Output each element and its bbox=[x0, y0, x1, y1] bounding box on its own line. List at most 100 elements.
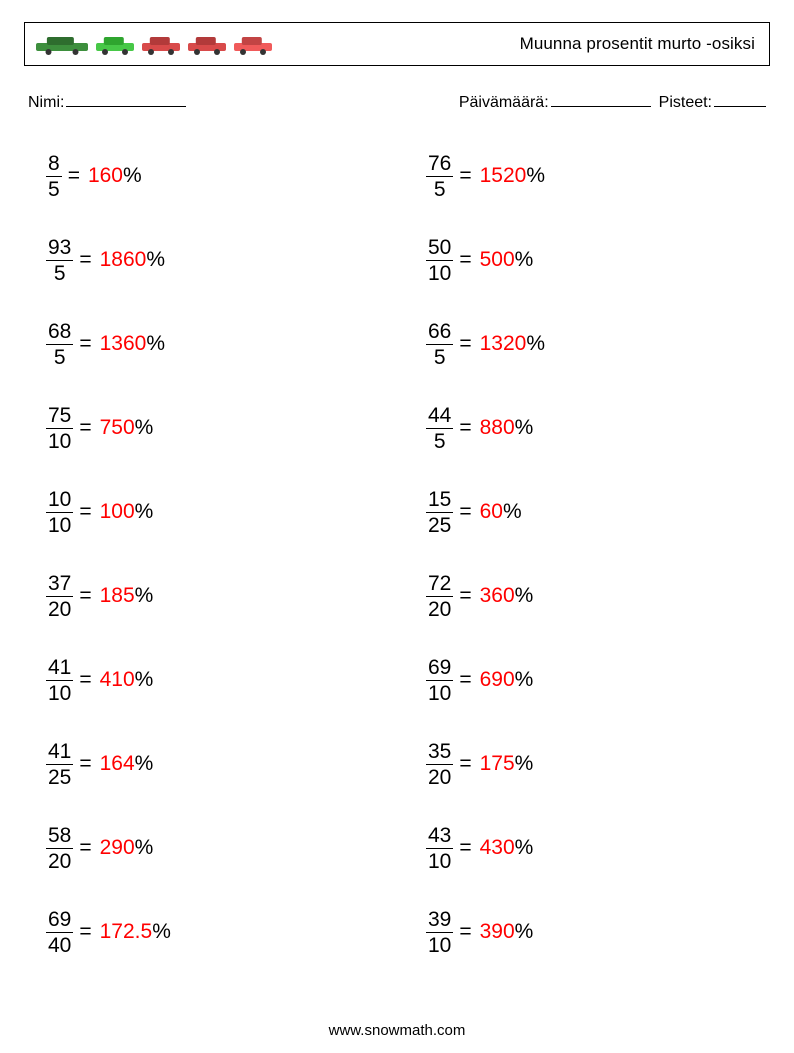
fraction: 445 bbox=[426, 405, 453, 452]
equals-sign: = bbox=[459, 332, 471, 356]
fraction-numerator: 66 bbox=[426, 321, 453, 342]
percent-sign: % bbox=[515, 752, 534, 776]
fraction-denominator: 10 bbox=[426, 935, 453, 956]
percent-sign: % bbox=[515, 668, 534, 692]
problem-row: 85=160% bbox=[46, 134, 366, 218]
date-field: Päivämäärä: bbox=[459, 92, 651, 112]
percent-sign: % bbox=[152, 920, 171, 944]
score-field: Pisteet: bbox=[659, 92, 766, 112]
fraction-numerator: 44 bbox=[426, 405, 453, 426]
fraction: 85 bbox=[46, 153, 62, 200]
fraction-denominator: 5 bbox=[52, 263, 68, 284]
problem-row: 6910=690% bbox=[426, 638, 746, 722]
percent-sign: % bbox=[526, 164, 545, 188]
percent-sign: % bbox=[526, 332, 545, 356]
problem-row: 445=880% bbox=[426, 386, 746, 470]
problem-row: 685=1360% bbox=[46, 302, 366, 386]
name-blank bbox=[66, 92, 186, 107]
problem-row: 3910=390% bbox=[426, 890, 746, 974]
problem-row: 4110=410% bbox=[46, 638, 366, 722]
fraction: 3520 bbox=[426, 741, 453, 788]
fraction-numerator: 72 bbox=[426, 573, 453, 594]
percent-sign: % bbox=[135, 416, 154, 440]
fraction-denominator: 10 bbox=[46, 431, 73, 452]
fraction-bar bbox=[426, 848, 453, 849]
percent-answer: 690 bbox=[480, 668, 515, 692]
fraction: 4125 bbox=[46, 741, 73, 788]
equals-sign: = bbox=[459, 416, 471, 440]
equals-sign: = bbox=[79, 500, 91, 524]
percent-answer: 500 bbox=[480, 248, 515, 272]
car-icon bbox=[141, 33, 181, 55]
fraction-bar bbox=[426, 680, 453, 681]
percent-answer: 750 bbox=[100, 416, 135, 440]
fraction: 4310 bbox=[426, 825, 453, 872]
fraction-denominator: 10 bbox=[46, 683, 73, 704]
column-left: 85=160%935=1860%685=1360%7510=750%1010=1… bbox=[46, 134, 366, 974]
car-icons-row bbox=[35, 33, 273, 55]
percent-answer: 430 bbox=[480, 836, 515, 860]
fraction-bar bbox=[426, 596, 453, 597]
score-blank bbox=[714, 92, 766, 107]
fraction-numerator: 39 bbox=[426, 909, 453, 930]
problem-row: 7510=750% bbox=[46, 386, 366, 470]
fraction-numerator: 69 bbox=[46, 909, 73, 930]
fraction: 7510 bbox=[46, 405, 73, 452]
fraction-denominator: 25 bbox=[426, 515, 453, 536]
percent-answer: 1360 bbox=[100, 332, 147, 356]
problem-row: 4125=164% bbox=[46, 722, 366, 806]
fraction-denominator: 5 bbox=[52, 347, 68, 368]
problem-row: 7220=360% bbox=[426, 554, 746, 638]
fraction-bar bbox=[46, 428, 73, 429]
fraction-denominator: 5 bbox=[432, 347, 448, 368]
fraction-bar bbox=[426, 344, 453, 345]
fraction-bar bbox=[46, 680, 73, 681]
fraction-numerator: 68 bbox=[46, 321, 73, 342]
percent-answer: 164 bbox=[100, 752, 135, 776]
equals-sign: = bbox=[459, 164, 471, 188]
percent-sign: % bbox=[515, 416, 534, 440]
equals-sign: = bbox=[459, 920, 471, 944]
percent-sign: % bbox=[515, 248, 534, 272]
equals-sign: = bbox=[459, 668, 471, 692]
problem-row: 1525=60% bbox=[426, 470, 746, 554]
date-label: Päivämäärä: bbox=[459, 94, 549, 111]
problem-row: 3720=185% bbox=[46, 554, 366, 638]
fraction: 765 bbox=[426, 153, 453, 200]
problem-row: 665=1320% bbox=[426, 302, 746, 386]
fraction-bar bbox=[46, 344, 73, 345]
equals-sign: = bbox=[459, 836, 471, 860]
fraction-denominator: 20 bbox=[426, 767, 453, 788]
fraction-bar bbox=[46, 932, 73, 933]
fraction-denominator: 10 bbox=[426, 263, 453, 284]
equals-sign: = bbox=[79, 836, 91, 860]
percent-answer: 100 bbox=[100, 500, 135, 524]
fraction-bar bbox=[426, 176, 453, 177]
column-right: 765=1520%5010=500%665=1320%445=880%1525=… bbox=[426, 134, 746, 974]
percent-answer: 1860 bbox=[100, 248, 147, 272]
fraction-denominator: 20 bbox=[46, 599, 73, 620]
fraction: 3910 bbox=[426, 909, 453, 956]
fraction-numerator: 58 bbox=[46, 825, 73, 846]
percent-sign: % bbox=[503, 500, 522, 524]
percent-answer: 390 bbox=[480, 920, 515, 944]
fraction: 6940 bbox=[46, 909, 73, 956]
fraction-bar bbox=[426, 260, 453, 261]
percent-answer: 290 bbox=[100, 836, 135, 860]
fraction-bar bbox=[46, 596, 73, 597]
equals-sign: = bbox=[459, 248, 471, 272]
problem-row: 1010=100% bbox=[46, 470, 366, 554]
footer-url: www.snowmath.com bbox=[0, 1022, 794, 1039]
percent-answer: 185 bbox=[100, 584, 135, 608]
fraction-denominator: 10 bbox=[426, 683, 453, 704]
fraction: 685 bbox=[46, 321, 73, 368]
percent-sign: % bbox=[135, 668, 154, 692]
fraction-numerator: 41 bbox=[46, 741, 73, 762]
car-icon bbox=[187, 33, 227, 55]
fraction-denominator: 40 bbox=[46, 935, 73, 956]
equals-sign: = bbox=[79, 332, 91, 356]
fraction-numerator: 43 bbox=[426, 825, 453, 846]
fraction: 1525 bbox=[426, 489, 453, 536]
percent-sign: % bbox=[515, 920, 534, 944]
fraction-denominator: 10 bbox=[426, 851, 453, 872]
